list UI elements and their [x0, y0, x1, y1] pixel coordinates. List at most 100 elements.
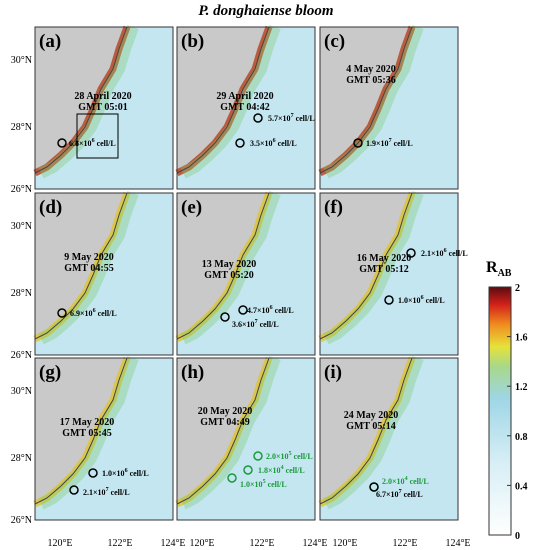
frame [34, 357, 174, 521]
mantissa: 1.8×10 [258, 466, 281, 475]
panel-label: (c) [324, 31, 345, 52]
sample-site [384, 295, 394, 305]
unit: cell/L [268, 480, 287, 489]
panel-label: (g) [39, 362, 61, 383]
panel-label: (h) [181, 362, 204, 383]
sample-site [253, 451, 263, 461]
panel-label: (i) [324, 362, 342, 383]
exponent: 6 [273, 138, 276, 144]
colorbar-tick-label: 0.4 [515, 481, 528, 492]
cell-density: 6.7×107 cell/L [376, 489, 423, 499]
subscript: AB [498, 268, 512, 279]
exponent: 6 [270, 305, 273, 311]
unit: cell/L [260, 320, 279, 329]
sample-site [88, 468, 98, 478]
sample-site [406, 248, 416, 258]
frame [319, 26, 459, 190]
lat-label: 26°N [11, 350, 32, 361]
sample-site [369, 482, 379, 492]
mantissa: 1.0×10 [398, 296, 421, 305]
cell-density: 2.1×106 cell/L [421, 248, 468, 258]
coastline [319, 26, 413, 174]
cell-density: 2.1×107 cell/L [83, 487, 130, 497]
time: GMT 04:42 [220, 102, 270, 113]
frame [34, 26, 174, 190]
coastline [176, 357, 270, 505]
cell-density: 1.0×106 cell/L [398, 295, 445, 305]
mantissa: 6.7×10 [376, 490, 399, 499]
time: GMT 05:01 [78, 102, 128, 113]
coastline [34, 192, 128, 340]
unit: cell/L [296, 114, 315, 123]
frame [176, 26, 316, 190]
exponent: 4 [405, 476, 408, 482]
lon-label: 124°E [302, 538, 327, 549]
cell-density: 1.8×104 cell/L [258, 465, 305, 475]
cell-density: 5.7×107 cell/L [268, 113, 315, 123]
mantissa: 1.0×10 [102, 469, 125, 478]
zoom-box [76, 113, 119, 159]
unit: cell/L [130, 469, 149, 478]
unit: cell/L [394, 139, 413, 148]
date: 17 May 2020 [60, 417, 114, 428]
cell-density: 3.6×107 cell/L [232, 319, 279, 329]
exponent: 7 [399, 489, 402, 495]
lat-label: 26°N [11, 184, 32, 195]
date: 13 May 2020 [202, 259, 256, 270]
lon-label: 122°E [392, 538, 417, 549]
bloom-core [323, 24, 424, 179]
lon-label: 122°E [249, 538, 274, 549]
sample-site [253, 113, 263, 123]
unit: cell/L [449, 249, 468, 258]
time: GMT 05:20 [204, 270, 254, 281]
coastline [319, 357, 413, 505]
lat-label: 28°N [11, 122, 32, 133]
lat-label: 28°N [11, 288, 32, 299]
sample-site [243, 465, 253, 475]
unit: cell/L [98, 309, 117, 318]
lon-label: 124°E [445, 538, 470, 549]
mantissa: 5.7×10 [268, 114, 291, 123]
date: 28 April 2020 [74, 91, 131, 102]
lat-label: 30°N [11, 221, 32, 232]
sample-site [220, 312, 230, 322]
sample-site [238, 305, 248, 315]
lon-label: 120°E [47, 538, 72, 549]
lon-label: 120°E [332, 538, 357, 549]
mantissa: 2.0×10 [382, 477, 405, 486]
exponent: 7 [255, 319, 258, 325]
exponent: 6 [421, 295, 424, 301]
time: GMT 05:45 [62, 428, 112, 439]
sample-site [353, 138, 363, 148]
date: 4 May 2020 [346, 64, 395, 75]
unit: cell/L [111, 488, 130, 497]
frame [319, 357, 459, 521]
date: 29 April 2020 [216, 91, 273, 102]
lat-label: 28°N [11, 453, 32, 464]
colorbar [488, 286, 512, 536]
cell-density: 2.0×104 cell/L [382, 476, 429, 486]
time: GMT 05:14 [346, 421, 396, 432]
cell-density: 6.8×106 cell/L [69, 138, 116, 148]
time: GMT 04:49 [200, 417, 250, 428]
sample-site [227, 473, 237, 483]
unit: cell/L [410, 477, 429, 486]
sample-site [57, 138, 67, 148]
exponent: 5 [289, 451, 292, 457]
colorbar-tick-label: 1.6 [515, 333, 528, 344]
time: GMT 05:12 [359, 264, 409, 275]
exponent: 5 [263, 479, 266, 485]
coastline [176, 192, 270, 340]
sample-site [57, 308, 67, 318]
exponent: 7 [106, 487, 109, 493]
bloom-core [323, 190, 424, 345]
date: 9 May 2020 [64, 252, 113, 263]
coastline [319, 192, 413, 340]
coastline [34, 357, 128, 505]
frame [319, 192, 459, 356]
lat-label: 30°N [11, 55, 32, 66]
panel-label: (d) [39, 197, 62, 218]
